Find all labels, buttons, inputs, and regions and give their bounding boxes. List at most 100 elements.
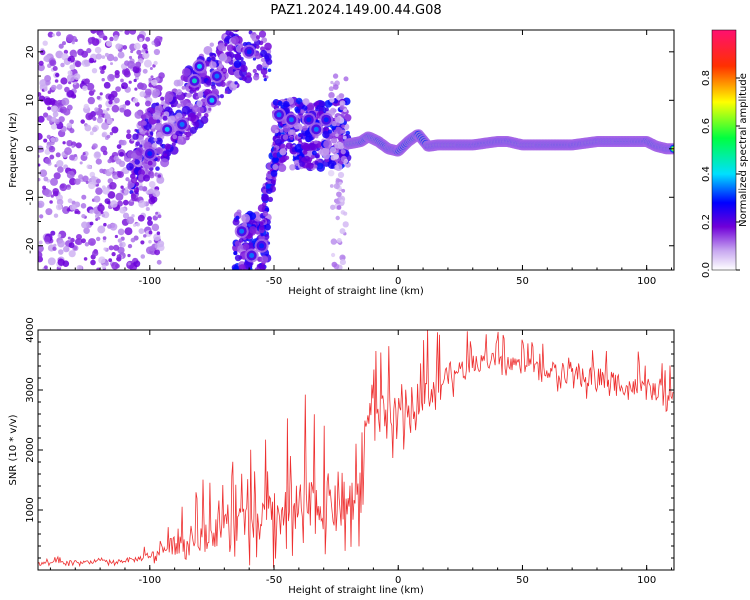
heatmap-speckle	[331, 120, 337, 127]
heatmap-speckle	[72, 53, 77, 58]
heatmap-blob-core	[323, 117, 329, 123]
heatmap-speckle	[272, 156, 279, 164]
heatmap-speckle	[338, 142, 345, 148]
heatmap-speckle	[313, 140, 318, 145]
heatmap-speckle	[89, 209, 94, 215]
heatmap-speckle	[280, 105, 285, 109]
heatmap-speckle	[282, 134, 289, 140]
heatmap-speckle	[69, 177, 77, 186]
heatmap-speckle	[51, 105, 59, 113]
heatmap-speckle	[111, 261, 119, 270]
heatmap-speckle	[81, 221, 88, 229]
heatmap-speckle	[330, 80, 334, 85]
heatmap-speckle	[107, 73, 115, 82]
heatmap-speckle	[48, 145, 56, 153]
heatmap-speckle	[145, 206, 150, 212]
heatmap-speckle	[235, 215, 240, 220]
x-tick-label: -50	[266, 575, 282, 586]
heatmap-speckle	[274, 133, 279, 137]
heatmap-speckle	[226, 44, 235, 52]
heatmap-speckle	[61, 41, 67, 46]
heatmap-speckle	[338, 137, 343, 142]
heatmap-speckle	[130, 50, 134, 54]
heatmap-speckle	[96, 117, 103, 124]
heatmap-speckle	[272, 164, 279, 170]
heatmap-speckle	[156, 231, 161, 235]
heatmap-speckle	[60, 77, 68, 85]
heatmap-speckle	[341, 124, 345, 128]
heatmap-speckle	[84, 242, 90, 247]
heatmap-speckle	[327, 169, 335, 177]
heatmap-speckle	[134, 110, 143, 119]
heatmap-speckle	[238, 255, 243, 260]
heatmap-frame	[37, 29, 675, 271]
heatmap-speckle	[85, 180, 89, 184]
heatmap-speckle	[110, 90, 118, 98]
heatmap-speckle	[145, 132, 149, 136]
heatmap-speckle	[78, 174, 84, 180]
heatmap-speckle	[55, 50, 64, 59]
heatmap-speckle	[53, 213, 59, 218]
heatmap-speckle	[333, 126, 343, 136]
heatmap-speckle	[54, 79, 59, 83]
heatmap-speckle	[153, 60, 158, 66]
heatmap-speckle	[108, 245, 114, 251]
heatmap-speckle	[253, 74, 260, 81]
heatmap-speckle	[117, 238, 123, 243]
heatmap-speckle	[73, 73, 81, 80]
heatmap-speckle	[94, 151, 101, 158]
heatmap-speckle	[265, 58, 273, 65]
heatmap-speckle	[132, 133, 139, 140]
heatmap-speckle	[195, 95, 199, 99]
heatmap-speckle	[254, 267, 260, 270]
heatmap-speckle	[80, 119, 85, 124]
heatmap-speckle	[99, 168, 104, 174]
heatmap-speckle	[328, 86, 334, 92]
heatmap-speckle	[53, 172, 61, 180]
heatmap-speckle	[127, 253, 131, 258]
heatmap-blob-core	[147, 151, 153, 157]
heatmap-speckle	[67, 70, 73, 76]
heatmap-speckle	[263, 234, 270, 240]
heatmap-speckle	[156, 175, 165, 184]
heatmap-speckle	[260, 233, 264, 237]
heatmap-blob-core	[164, 126, 170, 132]
heatmap-speckle	[81, 194, 87, 200]
heatmap-speckle	[338, 195, 346, 203]
heatmap-speckle	[122, 104, 127, 108]
heatmap-speckle	[102, 239, 107, 243]
heatmap-speckle	[39, 214, 44, 219]
heatmap-speckle	[127, 243, 133, 249]
heatmap-speckle	[122, 45, 128, 50]
heatmap-speckle	[66, 208, 71, 212]
heatmap-speckle	[302, 150, 308, 155]
heatmap-speckle	[267, 170, 271, 175]
heatmap-speckle	[49, 59, 57, 67]
heatmap-speckle	[150, 195, 158, 203]
heatmap-speckle	[181, 85, 186, 90]
heatmap-speckle	[334, 164, 340, 170]
heatmap-speckle	[279, 148, 287, 156]
heatmap-speckle	[321, 147, 330, 155]
heatmap-blob-core	[197, 63, 202, 69]
heatmap-speckle	[104, 52, 109, 57]
heatmap-speckle	[151, 79, 158, 86]
heatmap-speckle	[95, 158, 102, 165]
heatmap-speckle	[112, 56, 119, 62]
heatmap-speckle	[61, 97, 70, 106]
y-tick-label: 2000	[25, 437, 36, 462]
heatmap-speckle	[92, 250, 99, 257]
heatmap-speckle	[134, 181, 140, 187]
heatmap-speckle	[129, 30, 137, 35]
x-tick-label: -50	[266, 276, 282, 287]
heatmap-speckle	[81, 213, 86, 219]
heatmap-speckle	[81, 50, 89, 58]
heatmap-speckle	[119, 107, 125, 113]
heatmap-speckle	[245, 72, 252, 78]
heatmap-speckle	[38, 115, 45, 123]
heatmap-speckle	[314, 154, 319, 159]
heatmap-speckle	[277, 163, 287, 173]
heatmap-speckle	[234, 17, 239, 22]
heatmap-speckle	[219, 63, 223, 67]
